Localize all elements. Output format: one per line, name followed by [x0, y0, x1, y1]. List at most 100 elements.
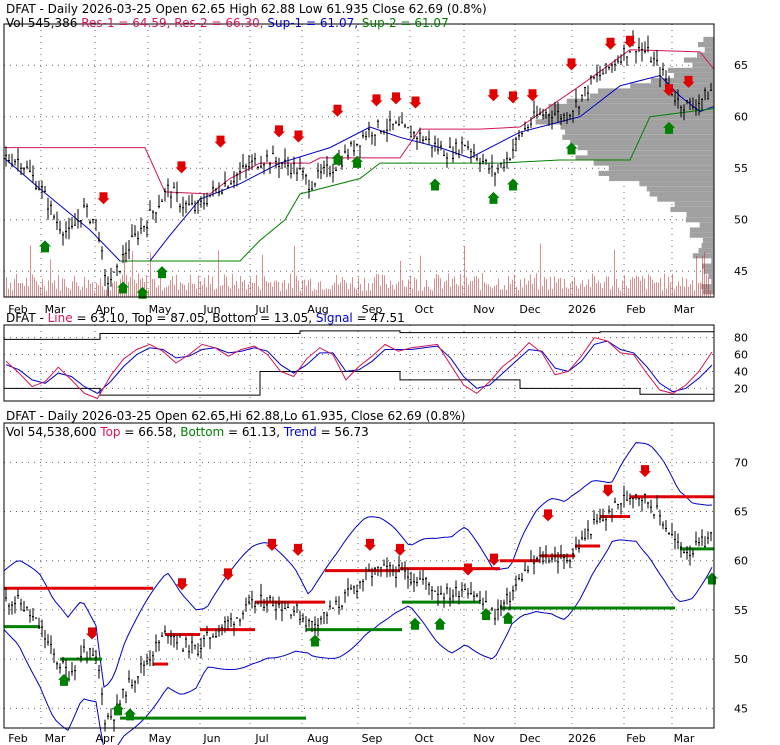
osc-y-tick: 80 — [734, 332, 748, 345]
up-arrow-icon — [480, 607, 492, 620]
volume-profile-bar — [598, 170, 714, 176]
volume-bar — [354, 287, 355, 297]
osc-top-value: = 87.05, — [153, 311, 213, 325]
volume-bar — [426, 280, 427, 297]
volume-bar — [326, 288, 327, 297]
volume-bar — [172, 276, 173, 297]
volume-bar — [168, 285, 169, 297]
volume-bar — [266, 281, 267, 297]
volume-bar — [636, 275, 637, 297]
volume-bar — [212, 276, 213, 297]
volume-bar — [84, 276, 85, 297]
volume-bar — [682, 277, 683, 297]
volume-bar — [500, 289, 501, 297]
volume-bar — [594, 276, 595, 297]
volume-bar — [632, 277, 633, 297]
down-arrow-icon — [604, 37, 617, 50]
volume-bar — [514, 274, 515, 297]
down-arrow-icon — [409, 96, 422, 109]
price-month-label: 2026 — [568, 303, 596, 316]
volume-bar — [304, 279, 305, 297]
volume-bar — [318, 282, 319, 297]
volume-bar — [394, 289, 395, 297]
volume-bar — [124, 252, 125, 297]
volume-bar — [252, 282, 253, 297]
osc-h0: DFAT - — [6, 311, 48, 325]
trend-trend-value: = 56.73 — [317, 425, 369, 439]
volume-bar — [658, 282, 659, 297]
volume-bar — [612, 286, 613, 297]
volume-bar — [330, 289, 331, 297]
volume-bar — [610, 289, 611, 297]
volume-bar — [374, 277, 375, 297]
price-panel-y-ticks: 45 50 55 60 65 — [734, 59, 748, 278]
volume-bar — [32, 274, 33, 297]
volume-bar — [446, 280, 447, 297]
volume-bar — [542, 286, 543, 297]
osc-signal-value: = 47.51 — [353, 311, 405, 325]
trend-y-tick: 70 — [734, 456, 748, 469]
volume-bar — [224, 274, 225, 297]
volume-bar — [146, 275, 147, 297]
volume-profile-bar — [646, 186, 714, 192]
volume-bar — [390, 280, 391, 297]
volume-bar — [182, 283, 183, 297]
volume-bar — [228, 286, 229, 297]
volume-bar — [178, 289, 179, 297]
volume-bar — [550, 276, 551, 297]
volume-bar — [292, 287, 293, 297]
volume-bar — [568, 288, 569, 297]
volume-bar — [506, 289, 507, 297]
volume-bar — [468, 284, 469, 297]
volume-bar — [380, 285, 381, 297]
volume-bar — [322, 289, 323, 297]
sup2-label: Sup-2 = 61.07 — [362, 16, 449, 30]
volume-bar — [618, 287, 619, 297]
volume-bar — [156, 287, 157, 297]
volume-bar — [204, 277, 205, 297]
volume-bar — [14, 278, 15, 297]
trend-month-label: Apr — [95, 732, 115, 745]
sup1-label: Sup-1 = 61.07, — [267, 16, 361, 30]
down-arrow-icon — [394, 543, 406, 556]
volume-bar — [226, 276, 227, 297]
volume-bar — [274, 280, 275, 297]
volume-bar — [424, 286, 425, 297]
volume-profile-bar — [673, 72, 714, 79]
up-arrow-icon — [112, 703, 124, 716]
volume-bar — [314, 288, 315, 297]
volume-bar — [162, 290, 163, 297]
volume-bar — [400, 260, 401, 297]
volume-bar — [670, 282, 671, 297]
volume-bar — [608, 276, 609, 297]
up-arrow-icon — [434, 617, 446, 630]
volume-bar — [24, 286, 25, 297]
volume-bar — [696, 256, 697, 297]
volume-bar — [624, 275, 625, 297]
oscillator-panel: 20 40 60 80 DFAT - Line = 63.10, Top = 87.0… — [3, 311, 748, 402]
volume-bar — [676, 285, 677, 297]
signal-arrows — [39, 35, 695, 299]
down-arrow-icon — [602, 484, 614, 497]
price-month-label: Oct — [414, 303, 434, 316]
down-arrow-icon — [682, 75, 695, 88]
trend-month-label: Nov — [473, 732, 495, 745]
osc-y-tick: 40 — [734, 365, 748, 378]
down-arrow-icon — [175, 161, 188, 174]
trend-top-label: Top — [99, 425, 120, 439]
volume-bar — [244, 280, 245, 297]
volume-bar — [406, 286, 407, 297]
trend-y-tick: 55 — [734, 604, 748, 617]
trend-month-label: 2026 — [568, 732, 596, 745]
volume-bar — [396, 284, 397, 297]
osc-top-label: Top — [131, 311, 152, 325]
volume-bar — [282, 282, 283, 297]
volume-bar — [462, 285, 463, 297]
volume-bar — [198, 275, 199, 297]
volume-bar — [74, 275, 75, 297]
volume-bar — [344, 279, 345, 297]
volume-bar — [376, 273, 377, 297]
trend-month-label: Dec — [519, 732, 540, 745]
volume-bar — [350, 283, 351, 297]
volume-bar — [494, 286, 495, 297]
